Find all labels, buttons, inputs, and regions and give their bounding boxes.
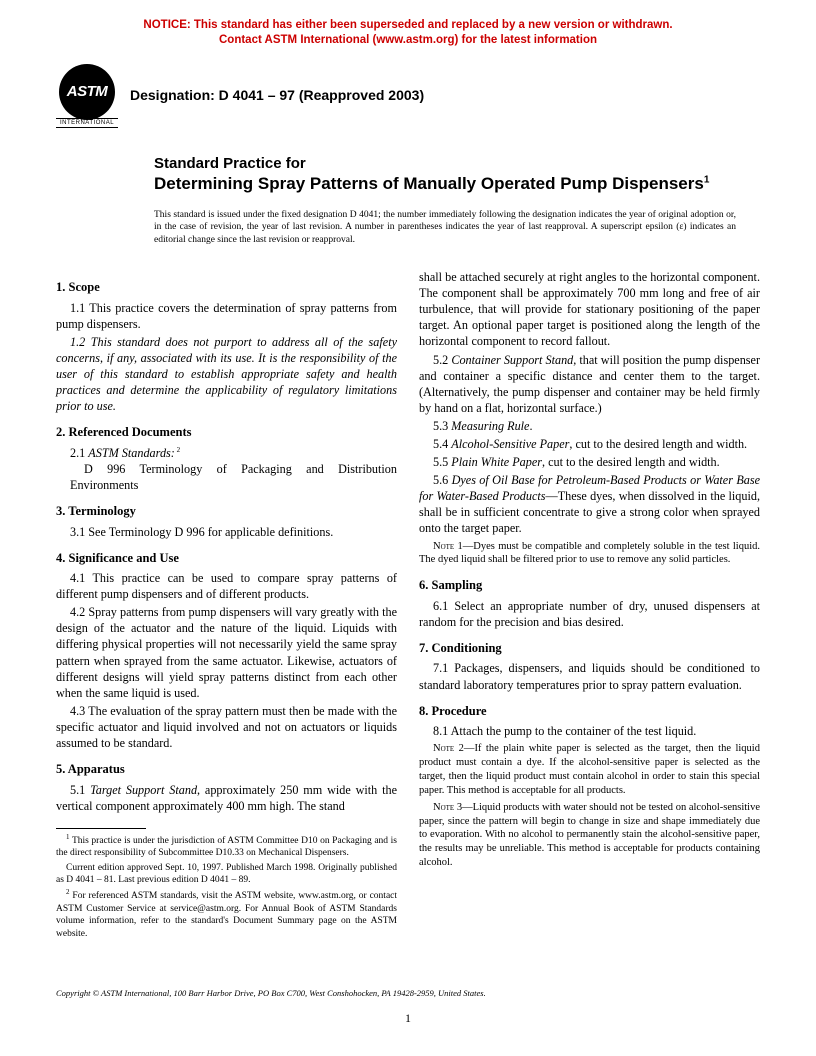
sec2-head: 2. Referenced Documents	[56, 424, 397, 441]
page-number: 1	[0, 1011, 816, 1026]
sec4-head: 4. Significance and Use	[56, 550, 397, 567]
logo-initials: ASTM	[67, 83, 108, 100]
title-main-text: Determining Spray Patterns of Manually O…	[154, 174, 704, 193]
title-sup: 1	[704, 175, 710, 186]
footnote-1: 1 This practice is under the jurisdictio…	[56, 833, 397, 860]
astm-logo: ASTM INTERNATIONAL	[56, 64, 118, 126]
notice-line1: NOTICE: This standard has either been su…	[143, 19, 672, 31]
title-pre: Standard Practice for	[154, 154, 756, 174]
notice-line2: Contact ASTM International (www.astm.org…	[219, 34, 597, 46]
issuance-note: This standard is issued under the fixed …	[0, 209, 816, 247]
sec5-note1: Note 1—Dyes must be compatible and compl…	[419, 540, 760, 568]
sec6-p1: 6.1 Select an appropriate number of dry,…	[419, 598, 760, 630]
header-row: ASTM INTERNATIONAL Designation: D 4041 –…	[0, 64, 816, 126]
sec3-head: 3. Terminology	[56, 503, 397, 520]
footnotes: 1 This practice is under the jurisdictio…	[56, 833, 397, 940]
sec8-note3: Note 3—Liquid products with water should…	[419, 801, 760, 870]
sec5-head: 5. Apparatus	[56, 761, 397, 778]
sec8-p1: 8.1 Attach the pump to the container of …	[419, 723, 760, 739]
title-block: Standard Practice for Determining Spray …	[0, 154, 816, 195]
logo-subtext: INTERNATIONAL	[56, 118, 118, 128]
sec2-p2: D 996 Terminology of Packaging and Distr…	[70, 461, 397, 493]
sec1-p1: 1.1 This practice covers the determinati…	[56, 300, 397, 332]
sec6-head: 6. Sampling	[419, 577, 760, 594]
body-columns: 1. Scope 1.1 This practice covers the de…	[0, 269, 816, 940]
sec5-p2: 5.2 Container Support Stand, that will p…	[419, 352, 760, 416]
designation: Designation: D 4041 – 97 (Reapproved 200…	[130, 87, 424, 103]
sec5-p4: 5.4 Alcohol-Sensitive Paper, cut to the …	[419, 436, 760, 452]
sec5-p3: 5.3 Measuring Rule.	[419, 418, 760, 434]
sec8-note2: Note 2—If the plain white paper is selec…	[419, 742, 760, 797]
sec1-head: 1. Scope	[56, 279, 397, 296]
sec4-p3: 4.3 The evaluation of the spray pattern …	[56, 703, 397, 751]
sec5-p5: 5.5 Plain White Paper, cut to the desire…	[419, 454, 760, 470]
sec2-p1: 2.1 ASTM Standards: 2	[56, 445, 397, 461]
sec7-p1: 7.1 Packages, dispensers, and liquids sh…	[419, 660, 760, 692]
footnote-block: 1 This practice is under the jurisdictio…	[56, 828, 397, 940]
sec4-p2: 4.2 Spray patterns from pump dispensers …	[56, 604, 397, 701]
logo-circle: ASTM	[59, 64, 115, 120]
footnote-1b: Current edition approved Sept. 10, 1997.…	[56, 862, 397, 887]
sec3-p1: 3.1 See Terminology D 996 for applicable…	[56, 524, 397, 540]
sec1-p2: 1.2 This standard does not purport to ad…	[56, 334, 397, 414]
sec5-p1: 5.1 Target Support Stand, approximately …	[56, 782, 397, 814]
sec5-p1cont: shall be attached securely at right angl…	[419, 269, 760, 349]
sec5-p6: 5.6 Dyes of Oil Base for Petroleum-Based…	[419, 472, 760, 536]
title-main: Determining Spray Patterns of Manually O…	[154, 173, 756, 194]
sec8-head: 8. Procedure	[419, 703, 760, 720]
footnote-2: 2 For referenced ASTM standards, visit t…	[56, 888, 397, 940]
copyright: Copyright © ASTM International, 100 Barr…	[56, 988, 760, 998]
footnote-rule	[56, 828, 146, 829]
sec4-p1: 4.1 This practice can be used to compare…	[56, 570, 397, 602]
notice-banner: NOTICE: This standard has either been su…	[0, 0, 816, 48]
sec7-head: 7. Conditioning	[419, 640, 760, 657]
